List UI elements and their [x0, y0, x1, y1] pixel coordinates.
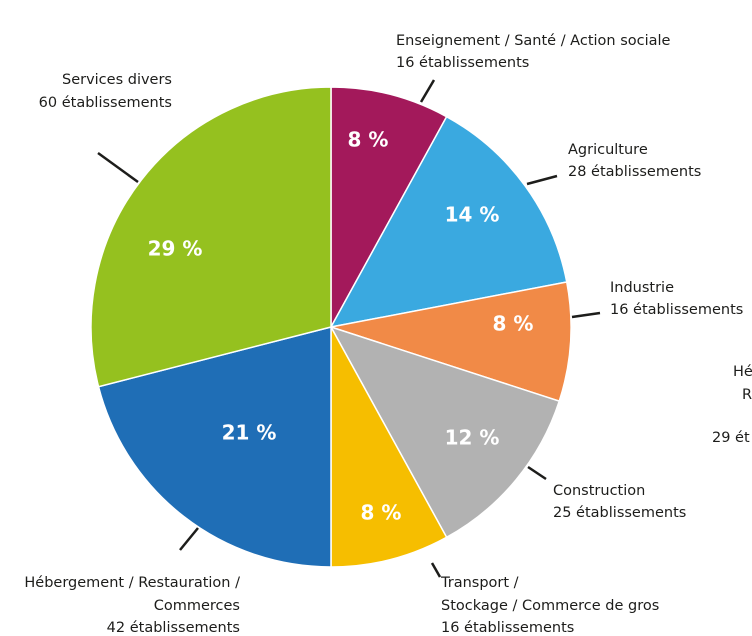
- slice-label: Services divers: [62, 72, 172, 88]
- leader-line: [527, 465, 547, 481]
- pie-slice: [330, 86, 448, 328]
- pie-slice: [97, 326, 332, 568]
- slice-label: Hébergement / Restauration /: [24, 575, 240, 591]
- leader-line: [526, 174, 558, 186]
- value-label: 14 %: [445, 203, 500, 227]
- slice-label: Industrie: [610, 280, 674, 296]
- leader-line: [179, 527, 199, 551]
- cropped-label: R: [742, 387, 752, 403]
- value-label: 8 %: [361, 501, 402, 525]
- value-label: 12 %: [445, 426, 500, 450]
- slice-label: 28 établissements: [568, 164, 701, 180]
- slice-label: Agriculture: [568, 142, 648, 158]
- value-label: 8 %: [348, 128, 389, 152]
- leader-line: [571, 311, 601, 319]
- pie-slice: [329, 115, 568, 329]
- slice-label: Transport /: [440, 575, 519, 591]
- pie-slice: [329, 325, 561, 539]
- pie-slice: [330, 281, 572, 403]
- slice-label: Construction: [553, 483, 645, 499]
- slice-label: Commerces: [154, 598, 240, 614]
- leader-line: [430, 562, 442, 578]
- slice-label: 25 établissements: [553, 505, 686, 521]
- slice-label: 60 établissements: [39, 95, 172, 111]
- slice-label: 16 établissements: [396, 55, 529, 71]
- cropped-label: 29 ét: [712, 430, 750, 446]
- slice-label: Stockage / Commerce de gros: [441, 598, 659, 614]
- slice-label: 16 établissements: [610, 302, 743, 318]
- leader-line: [97, 151, 139, 184]
- slice-label: Enseignement / Santé / Action sociale: [396, 33, 671, 49]
- value-label: 21 %: [222, 421, 277, 445]
- value-label: 8 %: [493, 312, 534, 336]
- cropped-label: Hé: [733, 364, 752, 380]
- value-label: 29 %: [148, 237, 203, 261]
- pie-slice: [330, 326, 448, 568]
- leader-line: [419, 79, 436, 103]
- slice-label: 16 établissements: [441, 620, 574, 636]
- pie-slice: [90, 86, 332, 388]
- slice-label: 42 établissements: [107, 620, 240, 636]
